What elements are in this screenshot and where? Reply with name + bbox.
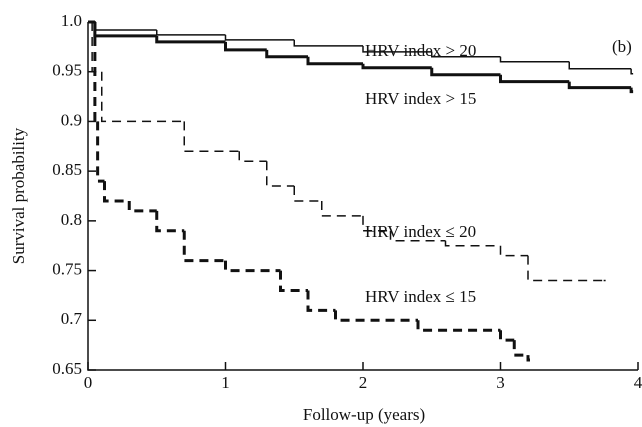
survival-step [279, 270, 308, 292]
survival-step [431, 51, 501, 58]
survival-step [567, 81, 632, 90]
survival-step [334, 310, 418, 322]
survival-step [183, 121, 240, 153]
y-tick-label: 0.85 [52, 160, 82, 179]
survival-step [361, 63, 432, 70]
survival-step [512, 340, 528, 357]
survival-step [224, 41, 267, 52]
survival-step [362, 215, 391, 232]
x-tick-label: 0 [84, 373, 93, 392]
x-axis-label: Follow-up (years) [303, 405, 425, 424]
survival-step [362, 45, 432, 53]
survival-step [430, 67, 501, 77]
survival-step [293, 186, 322, 202]
survival-step [238, 151, 267, 162]
y-tick-label: 0.65 [52, 359, 82, 378]
survival-step [499, 74, 570, 84]
series-label: HRV index > 15 [365, 89, 476, 108]
survival-step [224, 260, 281, 273]
survival-step [306, 56, 363, 66]
y-tick-label: 0.7 [61, 309, 83, 328]
survival-step [629, 87, 634, 94]
survival-step [94, 22, 157, 31]
panel-label: (b) [612, 37, 632, 56]
survival-step [127, 200, 157, 213]
series-label: HRV index ≤ 15 [365, 287, 476, 306]
survival-step [527, 255, 604, 282]
survival-step [91, 22, 102, 73]
survival-step [93, 22, 157, 38]
series-label: HRV index ≤ 20 [365, 222, 476, 241]
y-tick-label: 0.75 [52, 259, 82, 278]
survival-step [155, 210, 185, 233]
survival-step [321, 200, 363, 217]
survival-step [293, 39, 363, 47]
y-tick-label: 0.8 [61, 210, 82, 229]
survival-step [389, 230, 446, 242]
survival-step [568, 61, 632, 70]
survival-step [265, 49, 308, 59]
x-tick-label: 2 [359, 373, 368, 392]
y-tick-label: 1.0 [61, 11, 82, 30]
survival-step [416, 320, 501, 332]
survival-step [96, 121, 105, 183]
survival-step [224, 34, 295, 41]
survival-step [156, 29, 226, 36]
x-tick-label: 3 [496, 373, 505, 392]
x-tick-label: 4 [634, 373, 642, 392]
survival-step [155, 35, 226, 44]
series-label: HRV index > 20 [365, 41, 476, 60]
survival-step [526, 355, 530, 362]
y-axis-label: Survival probability [9, 127, 28, 264]
survival-step [499, 56, 570, 63]
x-tick-label: 1 [221, 373, 230, 392]
axes [87, 22, 638, 371]
survival-step [499, 330, 515, 342]
survival-step [266, 161, 295, 187]
survival-step [306, 290, 336, 312]
survival-step [101, 71, 185, 123]
survival-step [630, 68, 634, 75]
survival-step [499, 245, 528, 257]
y-tick-label: 0.9 [61, 110, 82, 129]
survival-step [444, 240, 501, 247]
survival-step [182, 230, 226, 263]
survival-step [103, 181, 130, 203]
survival-step [93, 22, 98, 123]
y-tick-label: 0.95 [52, 61, 82, 80]
